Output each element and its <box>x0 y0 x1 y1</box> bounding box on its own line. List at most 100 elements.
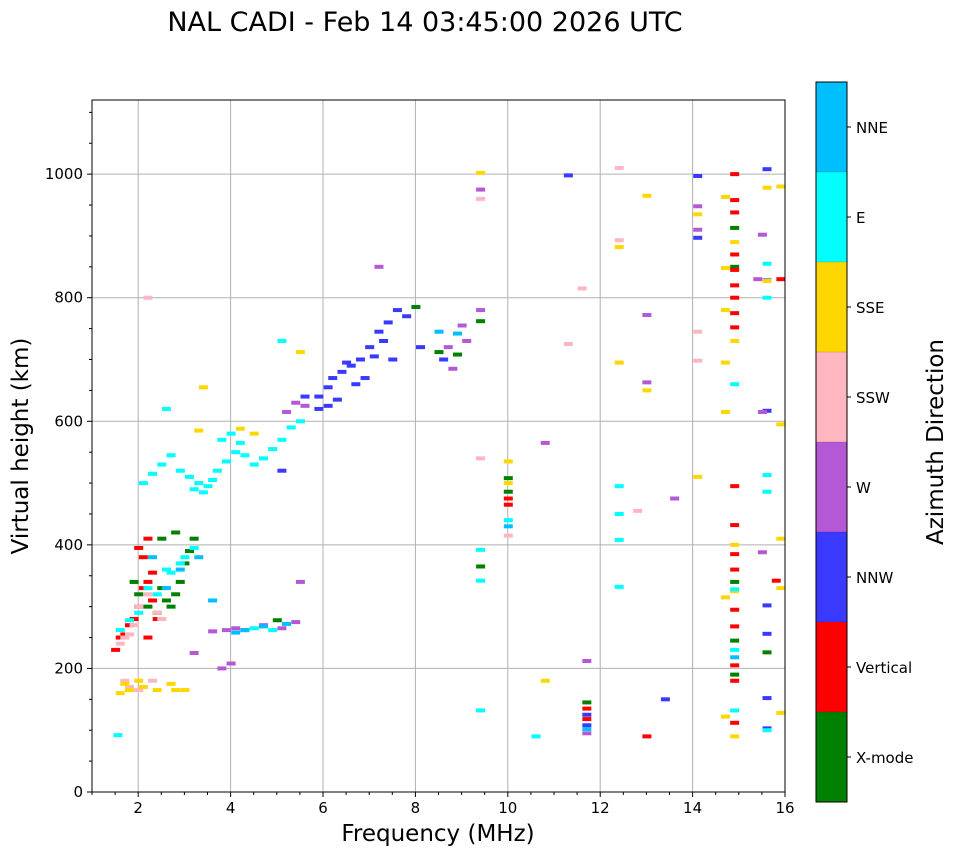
echo-point-e <box>124 618 134 623</box>
echo-point-nne <box>730 655 740 660</box>
echo-point-sse <box>198 385 208 390</box>
echo-point-vertical <box>730 663 740 668</box>
echo-point-sse <box>166 681 176 686</box>
echo-point-ssw <box>152 610 162 615</box>
echo-point-e <box>258 456 268 461</box>
echo-point-nnw <box>762 696 772 701</box>
echo-point-e <box>180 555 190 560</box>
y-tick-label: 400 <box>54 536 83 554</box>
echo-point-nnw <box>346 363 356 368</box>
echo-point-nnw <box>582 723 592 728</box>
echo-point-x-mode <box>185 549 195 554</box>
colorbar-label-w: W <box>856 479 871 497</box>
echo-point-w <box>221 628 231 633</box>
echo-point-nnw <box>416 345 426 350</box>
colorbar-segment <box>816 532 847 622</box>
echo-point-x-mode <box>730 672 740 677</box>
echo-point-e <box>762 261 772 266</box>
echo-point-w <box>277 626 287 631</box>
echo-point-ssw <box>148 678 158 683</box>
echo-point-x-mode <box>762 650 772 655</box>
echo-point-nnw <box>351 382 361 387</box>
x-tick-label: 14 <box>683 799 702 817</box>
echo-point-ssw <box>157 617 167 621</box>
x-tick-label: 6 <box>318 799 328 817</box>
echo-point-e <box>189 487 199 492</box>
echo-point-w <box>476 308 486 313</box>
echo-point-sse <box>776 184 786 189</box>
echo-point-vertical <box>771 578 781 583</box>
echo-point-x-mode <box>476 319 486 324</box>
echo-point-vertical <box>730 172 740 177</box>
echo-point-e <box>730 708 740 713</box>
echo-point-x-mode <box>452 352 462 357</box>
echo-point-e <box>157 462 167 467</box>
y-tick-label: 0 <box>73 783 83 801</box>
echo-point-w <box>291 620 301 625</box>
echo-point-x-mode <box>129 579 139 584</box>
echo-point-sse <box>720 595 730 600</box>
y-tick-label: 800 <box>54 289 83 307</box>
echo-point-e <box>614 484 624 489</box>
echo-point-e <box>286 425 296 430</box>
colorbar-label-e: E <box>856 209 865 227</box>
colorbar-label-sse: SSE <box>856 299 885 317</box>
echo-point-sse <box>180 688 190 693</box>
echo-point-w <box>231 626 241 631</box>
echo-point-vertical <box>143 536 153 541</box>
echo-point-e <box>762 728 772 733</box>
echo-point-e <box>268 628 278 633</box>
echo-point-ssw <box>134 604 144 609</box>
echo-point-ssw <box>143 295 153 300</box>
echo-point-nne <box>148 555 158 560</box>
echo-point-sse <box>730 734 740 739</box>
y-tick-label: 1000 <box>45 165 83 183</box>
echo-point-nnw <box>332 397 342 402</box>
echo-point-sse <box>476 170 486 175</box>
echo-point-w <box>670 496 680 501</box>
echo-point-nnw <box>369 354 379 359</box>
echo-point-vertical <box>730 567 740 572</box>
echo-point-sse <box>720 714 730 719</box>
y-axis-label: Virtual height (km) <box>8 338 34 555</box>
echo-point-nne <box>282 621 292 626</box>
echo-point-sse <box>730 338 740 343</box>
echo-point-x-mode <box>730 638 740 643</box>
echo-point-nnw <box>314 394 324 399</box>
echo-point-sse <box>194 428 204 433</box>
echo-point-nnw <box>693 173 703 178</box>
echo-point-vertical <box>124 623 134 628</box>
echo-point-x-mode <box>157 586 167 591</box>
echo-point-vertical <box>129 617 139 621</box>
echo-point-nnw <box>342 360 352 365</box>
echo-point-x-mode <box>730 225 740 230</box>
echo-point-w <box>189 650 199 655</box>
echo-point-e <box>762 489 772 494</box>
echo-point-sse <box>642 388 652 393</box>
echo-point-sse <box>762 279 772 284</box>
echo-point-nnw <box>360 376 370 381</box>
echo-point-nne <box>258 624 268 629</box>
echo-point-e <box>235 440 245 445</box>
echo-point-vertical <box>730 720 740 725</box>
echo-point-sse <box>138 684 148 689</box>
echo-point-w <box>642 380 652 385</box>
echo-point-vertical <box>730 552 740 557</box>
echo-point-x-mode <box>730 264 740 269</box>
echo-point-ssw <box>120 635 130 640</box>
echo-point-ssw <box>693 358 703 363</box>
echo-point-vertical <box>730 523 740 528</box>
echo-point-w <box>443 345 453 350</box>
echo-point-nne <box>175 567 185 572</box>
echo-point-ssw <box>143 592 153 597</box>
echo-point-nne <box>231 630 241 635</box>
echo-point-e <box>175 468 185 473</box>
echo-point-e <box>148 471 158 476</box>
echo-point-nne <box>582 726 592 731</box>
axes: 2 4 6 8 10 12 14 16 0 200 400 600 800 1000 <box>45 111 795 817</box>
echo-point-e <box>152 592 162 597</box>
echo-point-e <box>503 518 513 523</box>
echo-point-sse <box>540 678 550 683</box>
echo-point-e <box>249 626 259 631</box>
echo-point-e <box>762 295 772 300</box>
